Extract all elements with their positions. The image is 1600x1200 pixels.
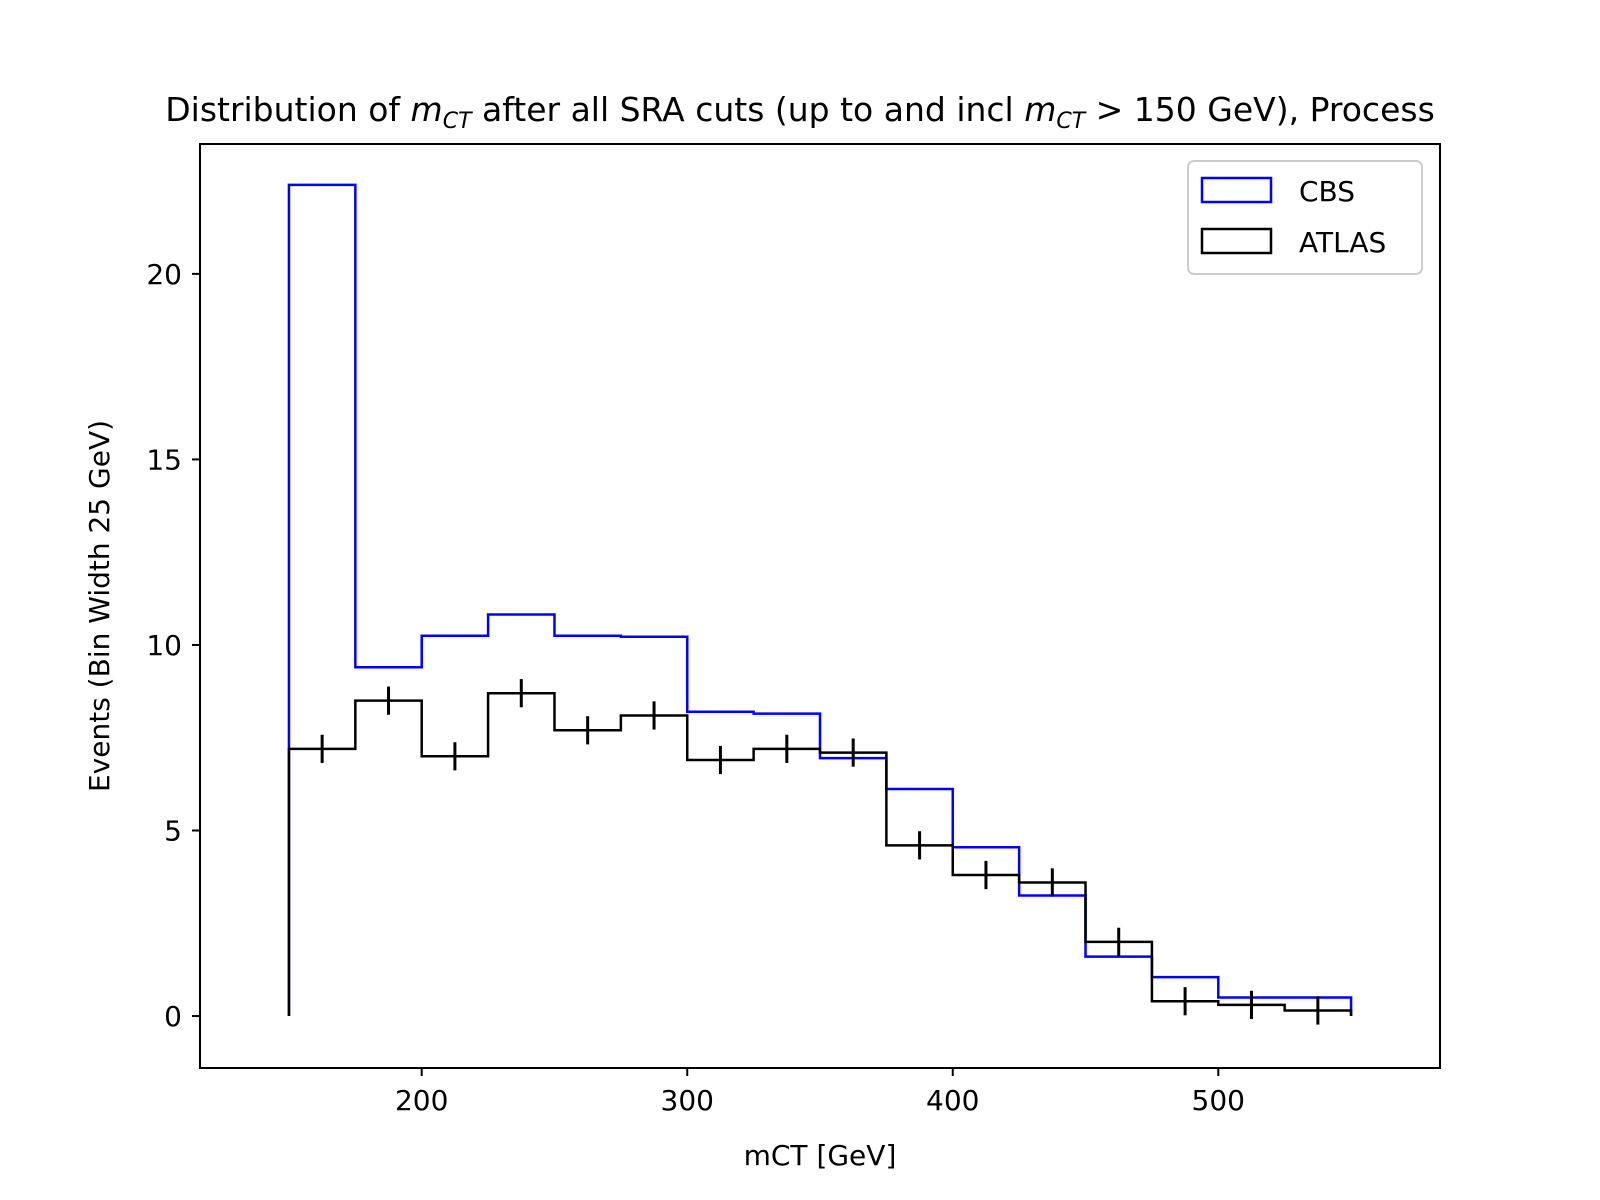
axes-frame bbox=[199, 143, 1441, 1069]
y-tick-label: 15 bbox=[146, 443, 182, 476]
y-tick-label: 5 bbox=[164, 815, 182, 848]
y-axis-label: Events (Bin Width 25 GeV) bbox=[83, 420, 116, 792]
axis-ticks: 200 300 400 500 0 5 10 15 20 bbox=[146, 258, 1245, 1117]
legend-frame bbox=[1187, 160, 1423, 275]
x-tick-label: 300 bbox=[661, 1084, 714, 1117]
x-tick-label: 400 bbox=[926, 1084, 979, 1117]
y-tick-label: 0 bbox=[164, 1000, 182, 1033]
chart-title: Distribution of mCT after all SRA cuts (… bbox=[165, 90, 1435, 134]
plot-area bbox=[287, 183, 1353, 1025]
legend-swatch-cbs bbox=[1200, 176, 1273, 204]
x-axis-label: mCT [GeV] bbox=[744, 1139, 897, 1172]
x-tick-label: 200 bbox=[395, 1084, 448, 1117]
x-tick-label: 500 bbox=[1192, 1084, 1245, 1117]
legend: CBS ATLAS bbox=[1187, 160, 1423, 275]
y-tick-label: 20 bbox=[146, 258, 182, 291]
legend-label-cbs: CBS bbox=[1299, 175, 1355, 208]
y-tick-label: 10 bbox=[146, 629, 182, 662]
legend-label-atlas: ATLAS bbox=[1299, 226, 1386, 259]
legend-swatch-atlas bbox=[1200, 227, 1273, 255]
